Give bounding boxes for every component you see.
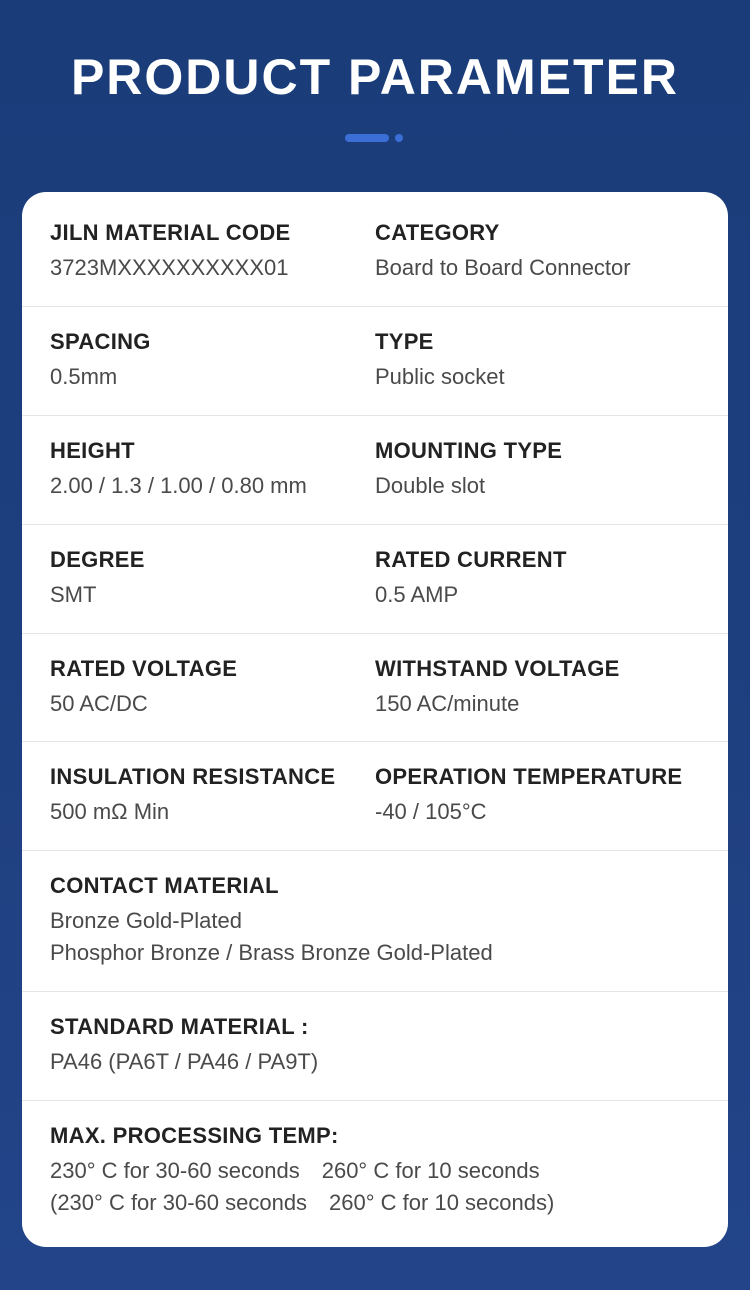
param-value: 0.5 AMP [375,579,700,611]
param-label: SPACING [50,329,375,355]
param-row: DEGREE SMT RATED CURRENT 0.5 AMP [22,525,728,634]
param-cell-mounting-type: MOUNTING TYPE Double slot [375,438,700,502]
parameter-card: JILN MATERIAL CODE 3723MXXXXXXXXXX01 CAT… [22,192,728,1247]
accent-divider [345,134,405,142]
param-value: 0.5mm [50,361,375,393]
param-label: RATED VOLTAGE [50,656,375,682]
param-value: 150 AC/minute [375,688,700,720]
param-label: JILN MATERIAL CODE [50,220,375,246]
param-row: JILN MATERIAL CODE 3723MXXXXXXXXXX01 CAT… [22,198,728,307]
param-value: Board to Board Connector [375,252,700,284]
param-cell-insulation-resistance: INSULATION RESISTANCE 500 mΩ Min [50,764,375,828]
param-value: -40 / 105°C [375,796,700,828]
param-cell-operation-temperature: OPERATION TEMPERATURE -40 / 105°C [375,764,700,828]
param-row: INSULATION RESISTANCE 500 mΩ Min OPERATI… [22,742,728,851]
param-row: RATED VOLTAGE 50 AC/DC WITHSTAND VOLTAGE… [22,634,728,743]
header: PRODUCT PARAMETER [0,0,750,152]
param-label: RATED CURRENT [375,547,700,573]
param-value: Double slot [375,470,700,502]
param-label: MAX. PROCESSING TEMP: [50,1123,700,1149]
param-label: TYPE [375,329,700,355]
param-label: CATEGORY [375,220,700,246]
param-cell-height: HEIGHT 2.00 / 1.3 / 1.00 / 0.80 mm [50,438,375,502]
param-label: OPERATION TEMPERATURE [375,764,700,790]
param-value: Bronze Gold-Plated Phosphor Bronze / Bra… [50,905,700,969]
param-label: INSULATION RESISTANCE [50,764,375,790]
param-value: 2.00 / 1.3 / 1.00 / 0.80 mm [50,470,375,502]
param-value: SMT [50,579,375,611]
param-label: MOUNTING TYPE [375,438,700,464]
param-cell-type: TYPE Public socket [375,329,700,393]
page-title: PRODUCT PARAMETER [20,48,730,106]
param-label: CONTACT MATERIAL [50,873,700,899]
param-row: CONTACT MATERIAL Bronze Gold-Plated Phos… [22,851,728,992]
param-row: MAX. PROCESSING TEMP: 230° C for 30-60 s… [22,1101,728,1241]
accent-bar [345,134,389,142]
param-label: DEGREE [50,547,375,573]
param-cell-degree: DEGREE SMT [50,547,375,611]
param-cell-material-code: JILN MATERIAL CODE 3723MXXXXXXXXXX01 [50,220,375,284]
param-cell-spacing: SPACING 0.5mm [50,329,375,393]
param-cell-rated-current: RATED CURRENT 0.5 AMP [375,547,700,611]
param-row: STANDARD MATERIAL : PA46 (PA6T / PA46 / … [22,992,728,1101]
param-value: PA46 (PA6T / PA46 / PA9T) [50,1046,700,1078]
param-label: WITHSTAND VOLTAGE [375,656,700,682]
param-row: HEIGHT 2.00 / 1.3 / 1.00 / 0.80 mm MOUNT… [22,416,728,525]
param-cell-rated-voltage: RATED VOLTAGE 50 AC/DC [50,656,375,720]
param-value: Public socket [375,361,700,393]
param-label: STANDARD MATERIAL : [50,1014,700,1040]
param-cell-standard-material: STANDARD MATERIAL : PA46 (PA6T / PA46 / … [50,1014,700,1078]
param-cell-contact-material: CONTACT MATERIAL Bronze Gold-Plated Phos… [50,873,700,969]
param-cell-category: CATEGORY Board to Board Connector [375,220,700,284]
param-value: 230° C for 30-60 seconds 260° C for 10 s… [50,1155,700,1219]
param-value: 500 mΩ Min [50,796,375,828]
param-value: 50 AC/DC [50,688,375,720]
param-cell-max-processing-temp: MAX. PROCESSING TEMP: 230° C for 30-60 s… [50,1123,700,1219]
param-label: HEIGHT [50,438,375,464]
param-row: SPACING 0.5mm TYPE Public socket [22,307,728,416]
accent-dot [395,134,403,142]
param-cell-withstand-voltage: WITHSTAND VOLTAGE 150 AC/minute [375,656,700,720]
param-value: 3723MXXXXXXXXXX01 [50,252,375,284]
